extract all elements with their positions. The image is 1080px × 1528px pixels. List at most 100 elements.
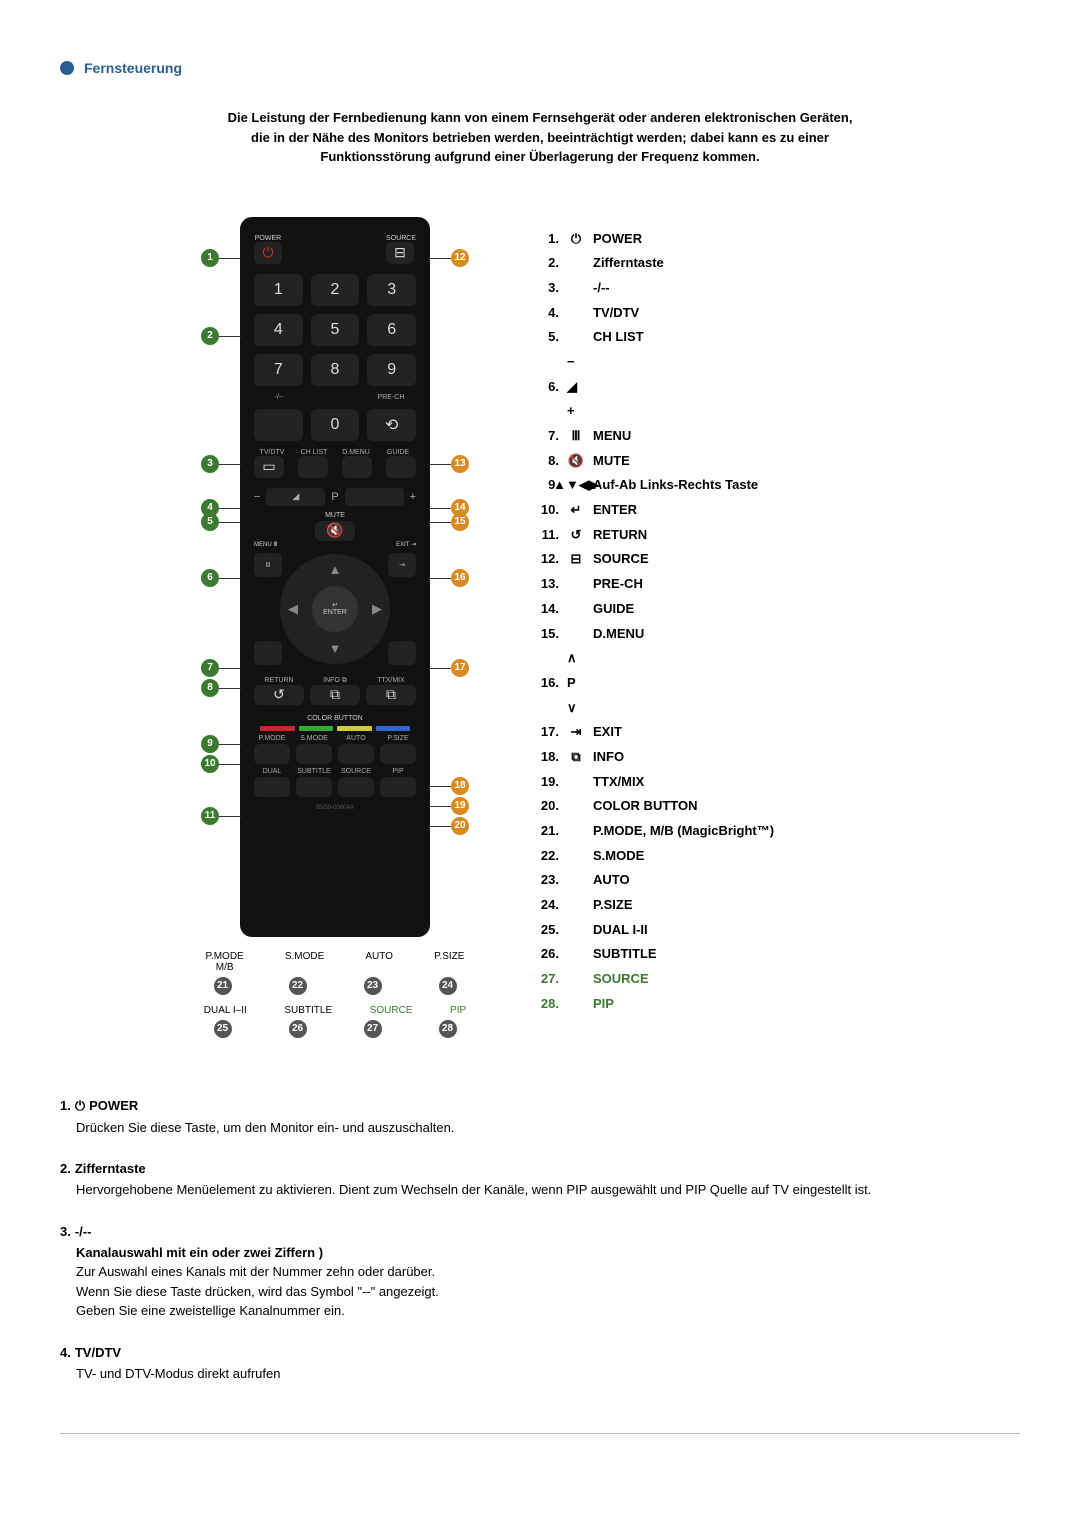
- list-item: 18.⧉INFO: [535, 745, 895, 770]
- model-label: BN59-00604A: [254, 805, 416, 811]
- list-item: 6.− ◢ +: [535, 350, 895, 424]
- list-item: 26.SUBTITLE: [535, 942, 895, 967]
- callout-num: 6: [201, 569, 219, 587]
- list-item: 19.TTX/MIX: [535, 770, 895, 795]
- btn-mode: [254, 777, 290, 797]
- label-return: RETURN: [254, 677, 304, 685]
- btn-digit: 6: [367, 314, 416, 346]
- list-icon: ⧉: [567, 745, 585, 770]
- desc-line: Zur Auswahl eines Kanals mit der Nummer …: [76, 1262, 1020, 1282]
- list-item: 11.↺RETURN: [535, 523, 895, 548]
- desc-subtitle: Kanalauswahl mit ein oder zwei Ziffern ): [76, 1243, 1020, 1263]
- legend-num: 21: [214, 977, 232, 995]
- list-label: D.MENU: [593, 622, 644, 647]
- btn-digit: 2: [311, 274, 360, 306]
- desc-title: TV/DTV: [75, 1345, 121, 1360]
- list-label: PIP: [593, 992, 614, 1017]
- list-label: POWER: [593, 227, 642, 252]
- list-label: CH LIST: [593, 325, 644, 350]
- list-label: SOURCE: [593, 967, 649, 992]
- label-ttx: TTX/MIX: [366, 677, 416, 685]
- callout-num: 10: [201, 755, 219, 773]
- callout-num: 16: [451, 569, 469, 587]
- callout-num: 7: [201, 659, 219, 677]
- list-item: 17.⇥EXIT: [535, 720, 895, 745]
- legend-num: 22: [289, 977, 307, 995]
- btn-mute: 🔇: [315, 521, 355, 541]
- color-strip: [260, 726, 410, 731]
- btn-power: ⏻: [254, 242, 282, 264]
- page-header: Fernsteuerung: [60, 60, 1020, 78]
- btn-mode: [296, 777, 332, 797]
- callout-num: 8: [201, 679, 219, 697]
- legend-label: DUAL I–II: [204, 1005, 247, 1016]
- list-item: 4.TV/DTV: [535, 301, 895, 326]
- desc-line: Wenn Sie diese Taste drücken, wird das S…: [76, 1282, 1020, 1302]
- callout-num: 15: [451, 513, 469, 531]
- mode-grid-2: [254, 777, 416, 797]
- callout-num: 5: [201, 513, 219, 531]
- btn-digit: 4: [254, 314, 303, 346]
- btn-dmenu: [342, 456, 372, 478]
- list-label: RETURN: [593, 523, 647, 548]
- list-label: -/--: [593, 276, 610, 301]
- list-label: MENU: [593, 424, 631, 449]
- intro-text: Die Leistung der Fernbedienung kann von …: [60, 108, 1020, 167]
- legend-num: 24: [439, 977, 457, 995]
- btn-chlist: [298, 456, 328, 478]
- list-item: 24.P.SIZE: [535, 893, 895, 918]
- callout-num: 18: [451, 777, 469, 795]
- list-label: TTX/MIX: [593, 770, 644, 795]
- desc-num: 3.: [60, 1224, 71, 1239]
- power-icon: ⏻: [75, 1098, 85, 1114]
- list-item: 20.COLOR BUTTON: [535, 794, 895, 819]
- btn-source: ⊟: [386, 242, 414, 264]
- legend-label: P.SIZE: [434, 951, 464, 973]
- legend-label: S.MODE: [285, 951, 324, 973]
- list-icon: Ⅲ: [567, 424, 585, 449]
- legend-num: 28: [439, 1020, 457, 1038]
- list-item: 28.PIP: [535, 992, 895, 1017]
- list-icon: − ◢ +: [567, 350, 585, 424]
- list-icon: ⇥: [567, 720, 585, 745]
- list-icon: ↵: [567, 498, 585, 523]
- dpad: ▲ ▼ ◀ ▶ ↵ ENTER: [280, 554, 390, 664]
- list-item: 5.CH LIST: [535, 325, 895, 350]
- list-icon: ⊟: [567, 547, 585, 572]
- legend-label: SUBTITLE: [284, 1005, 332, 1016]
- list-label: P.MODE, M/B (MagicBright™): [593, 819, 774, 844]
- label-prech: PRE-CH: [366, 394, 416, 401]
- list-label: PRE-CH: [593, 572, 643, 597]
- list-label: GUIDE: [593, 597, 634, 622]
- btn-exit: ⇥: [388, 553, 416, 577]
- btn-digit: 9: [367, 354, 416, 386]
- vol-minus: −: [254, 491, 260, 503]
- btn-mode: [254, 744, 290, 764]
- list-label: DUAL I-II: [593, 918, 648, 943]
- callout-num: 19: [451, 797, 469, 815]
- callout-num: 9: [201, 735, 219, 753]
- list-label: ENTER: [593, 498, 637, 523]
- desc-title: Zifferntaste: [75, 1161, 146, 1176]
- btn-dash: [254, 409, 303, 441]
- label-info: INFO ⧉: [310, 677, 360, 685]
- legend-label: PIP: [450, 1005, 466, 1016]
- btn-prech: ⟲: [367, 409, 416, 441]
- intro-line: Die Leistung der Fernbedienung kann von …: [70, 108, 1010, 128]
- label-power: POWER: [254, 235, 282, 242]
- list-label: INFO: [593, 745, 624, 770]
- p-label: P: [331, 491, 338, 503]
- legend-num: 27: [364, 1020, 382, 1038]
- btn-zero: 0: [311, 409, 360, 441]
- list-item: 16.∧ P ∨: [535, 646, 895, 720]
- list-item: 2.Zifferntaste: [535, 251, 895, 276]
- intro-line: die in der Nähe des Monitors betrieben w…: [70, 128, 1010, 148]
- callout-num: 13: [451, 455, 469, 473]
- list-item: 14.GUIDE: [535, 597, 895, 622]
- list-label: AUTO: [593, 868, 630, 893]
- btn-digit: 3: [367, 274, 416, 306]
- label-mute: MUTE: [254, 512, 416, 519]
- btn-mode: [338, 777, 374, 797]
- btn-enter: ↵ ENTER: [312, 586, 358, 632]
- list-label: EXIT: [593, 720, 622, 745]
